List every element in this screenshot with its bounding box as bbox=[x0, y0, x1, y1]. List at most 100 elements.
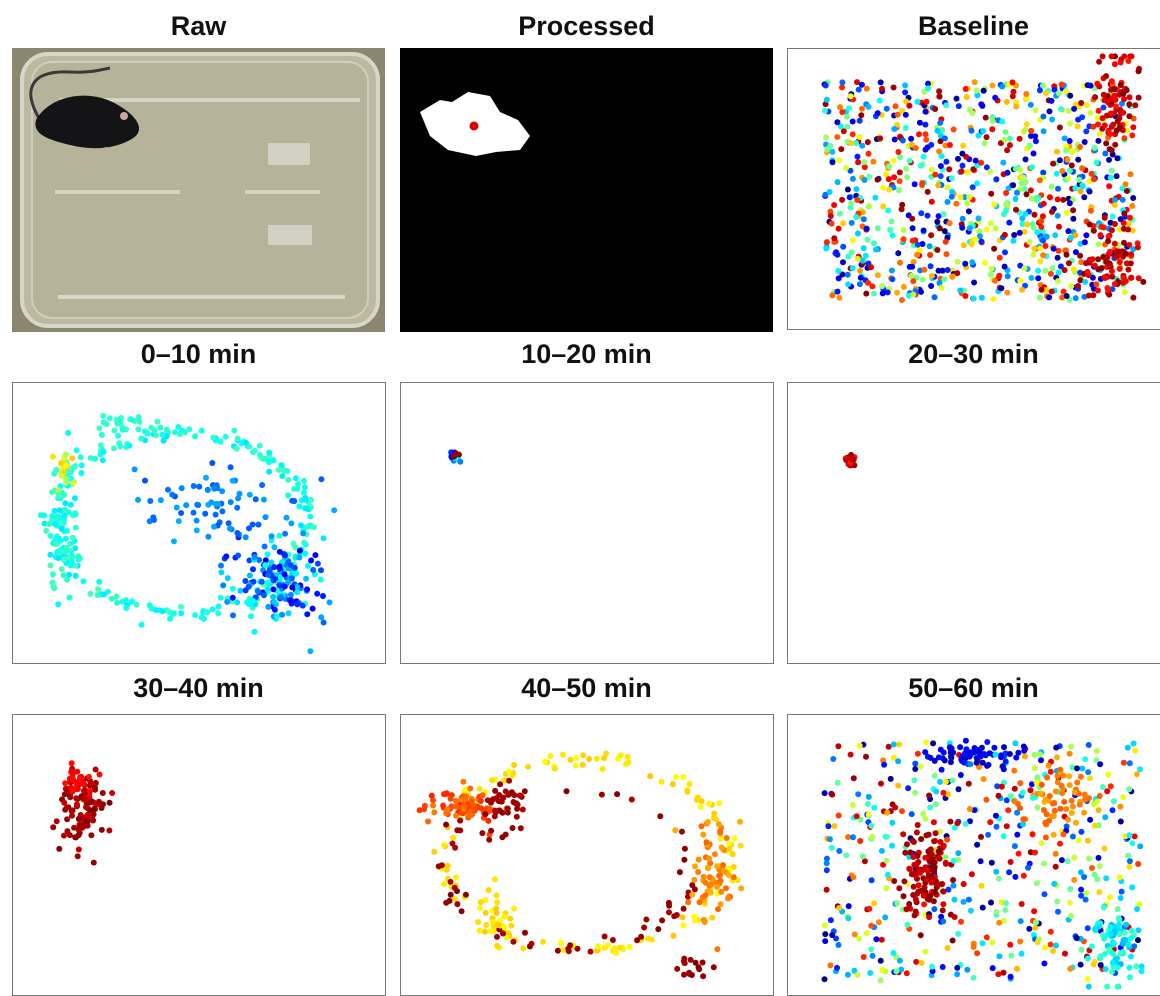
track-dot bbox=[70, 788, 76, 794]
track-dot bbox=[873, 247, 879, 253]
panel-title: Baseline bbox=[918, 11, 1029, 41]
track-dot bbox=[114, 593, 120, 599]
track-dot bbox=[966, 194, 972, 200]
track-dot bbox=[1066, 260, 1072, 266]
track-dot bbox=[542, 759, 548, 765]
track-dot bbox=[1056, 90, 1062, 96]
track-dot bbox=[978, 239, 984, 245]
track-dot bbox=[461, 803, 467, 809]
track-dot bbox=[302, 484, 308, 490]
track-dot bbox=[289, 576, 295, 582]
track-dot bbox=[857, 281, 863, 287]
track-dot bbox=[1017, 939, 1023, 945]
track-dot bbox=[854, 813, 860, 819]
track-dot bbox=[1067, 966, 1073, 972]
track-dot bbox=[1102, 97, 1108, 103]
track-dot bbox=[885, 208, 891, 214]
track-dot bbox=[917, 870, 923, 876]
track-dot bbox=[57, 507, 63, 513]
track-dot bbox=[1072, 854, 1078, 860]
track-dot bbox=[266, 469, 272, 475]
track-dot bbox=[955, 156, 961, 162]
track-dot bbox=[823, 134, 829, 140]
track-dot bbox=[246, 525, 252, 531]
track-dot bbox=[868, 823, 874, 829]
track-dot bbox=[897, 154, 903, 160]
track-dot bbox=[142, 478, 148, 484]
track-dot bbox=[897, 260, 903, 266]
track-dot bbox=[1007, 136, 1013, 142]
track-dot bbox=[938, 173, 944, 179]
track-dot bbox=[1049, 98, 1055, 104]
track-dot bbox=[903, 125, 909, 131]
track-dot bbox=[845, 915, 851, 921]
track-dot bbox=[1060, 197, 1066, 203]
track-dot bbox=[941, 276, 947, 282]
track-dot bbox=[949, 175, 955, 181]
track-dot bbox=[870, 159, 876, 165]
track-dot bbox=[1040, 83, 1046, 89]
track-dot bbox=[96, 579, 102, 585]
track-dot bbox=[1133, 963, 1139, 969]
figure: RawProcessedBaseline0–10 min10–20 min20–… bbox=[0, 0, 1160, 996]
track-dot bbox=[1057, 157, 1063, 163]
track-dot bbox=[297, 548, 303, 554]
track-dot bbox=[52, 521, 58, 527]
track-dot bbox=[73, 525, 79, 531]
track-dot bbox=[293, 571, 299, 577]
track-dot bbox=[1053, 788, 1059, 794]
track-dot bbox=[1044, 234, 1050, 240]
track-dot bbox=[1065, 175, 1071, 181]
track-dot bbox=[856, 87, 862, 93]
track-dot bbox=[462, 797, 468, 803]
track-dot bbox=[718, 889, 724, 895]
track-dot bbox=[835, 179, 841, 185]
track-dot bbox=[1067, 886, 1073, 892]
track-dot bbox=[937, 225, 943, 231]
track-dot bbox=[1110, 960, 1116, 966]
track-dot bbox=[199, 428, 205, 434]
track-dot bbox=[980, 760, 986, 766]
track-dot bbox=[988, 191, 994, 197]
track-dot bbox=[1128, 171, 1134, 177]
track-dot bbox=[972, 746, 978, 752]
track-dot bbox=[1067, 751, 1073, 757]
track-dot bbox=[450, 841, 456, 847]
track-dot bbox=[700, 960, 706, 966]
track-dot bbox=[315, 561, 321, 567]
track-dot bbox=[1069, 798, 1075, 804]
track-dot bbox=[1060, 831, 1066, 837]
track-dot bbox=[1000, 160, 1006, 166]
track-dot bbox=[436, 863, 442, 869]
track-dot bbox=[492, 876, 498, 882]
scatter-panel bbox=[788, 383, 1160, 664]
track-dot bbox=[68, 769, 74, 775]
track-dot bbox=[1067, 200, 1073, 206]
track-dot bbox=[1055, 196, 1061, 202]
track-dot bbox=[1122, 937, 1128, 943]
track-dot bbox=[1008, 974, 1014, 980]
track-dot bbox=[257, 443, 263, 449]
track-dot bbox=[891, 85, 897, 91]
track-dot bbox=[138, 436, 144, 442]
track-dot bbox=[967, 225, 973, 231]
track-dot bbox=[457, 459, 463, 465]
track-dot bbox=[904, 841, 910, 847]
track-dot bbox=[970, 184, 976, 190]
track-dot bbox=[1082, 139, 1088, 145]
track-dot bbox=[1123, 251, 1129, 257]
track-dot bbox=[308, 558, 314, 564]
track-dot bbox=[843, 852, 849, 858]
track-dot bbox=[850, 874, 856, 880]
track-dot bbox=[942, 758, 948, 764]
track-dot bbox=[1033, 138, 1039, 144]
track-dot bbox=[890, 950, 896, 956]
track-dot bbox=[976, 215, 982, 221]
track-dot bbox=[1088, 83, 1094, 89]
track-dot bbox=[560, 752, 566, 758]
track-dot bbox=[700, 894, 706, 900]
track-dot bbox=[958, 194, 964, 200]
track-dot bbox=[96, 799, 102, 805]
track-dot bbox=[1005, 807, 1011, 813]
track-dot bbox=[1086, 856, 1092, 862]
